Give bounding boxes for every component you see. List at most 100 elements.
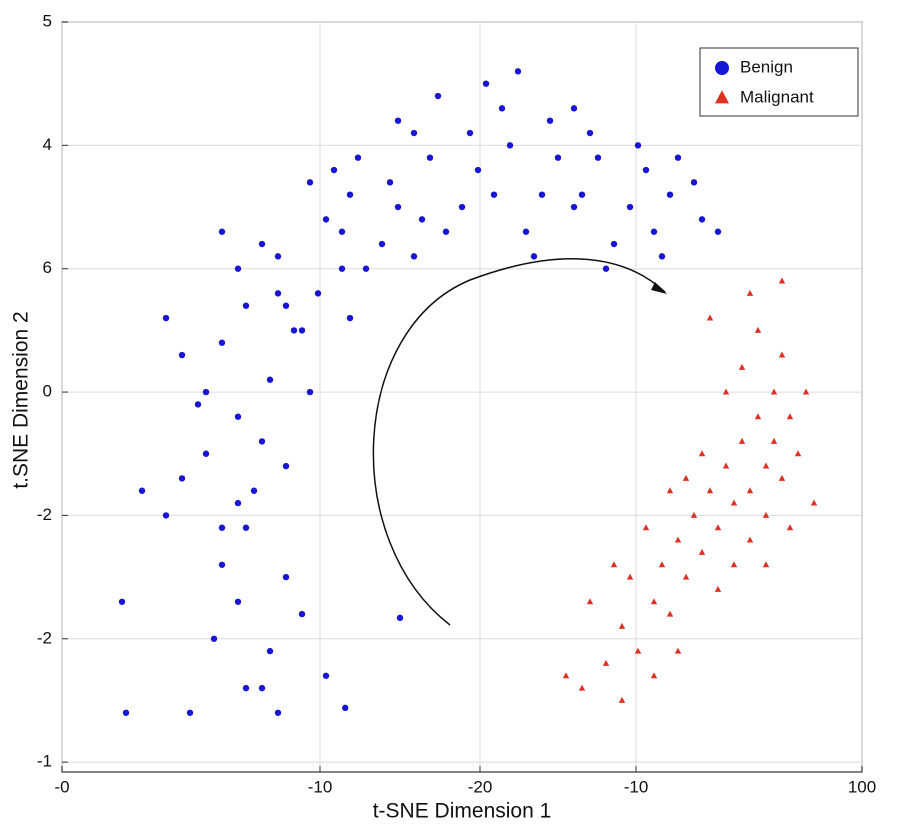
point [642, 166, 650, 174]
point [274, 709, 282, 716]
point [666, 610, 674, 617]
y-tick-label: -2 [37, 628, 52, 647]
point [722, 462, 730, 469]
point [658, 561, 666, 568]
point [162, 512, 170, 519]
point [322, 216, 330, 223]
point [346, 314, 354, 322]
point [642, 524, 650, 531]
point [306, 179, 314, 186]
point [706, 487, 714, 494]
point [274, 290, 282, 297]
point [538, 191, 546, 198]
point [570, 203, 578, 211]
point [514, 68, 522, 75]
point [754, 326, 762, 333]
legend-marker [715, 61, 729, 75]
x-tick-label: 100 [848, 777, 876, 796]
point [530, 253, 538, 260]
point [746, 536, 754, 543]
plot-area [61, 21, 863, 773]
point [706, 314, 714, 321]
point [674, 154, 682, 161]
point [396, 614, 404, 622]
point [578, 684, 586, 691]
point [218, 228, 226, 235]
point [714, 524, 722, 531]
point [802, 388, 810, 395]
point [602, 265, 610, 272]
point [218, 561, 226, 568]
point [378, 240, 386, 248]
point [722, 388, 730, 395]
y-tick-label: -1 [37, 752, 52, 771]
point [634, 647, 642, 654]
point [218, 339, 226, 346]
point [490, 191, 498, 198]
point [786, 524, 794, 531]
point [762, 462, 770, 469]
point [298, 610, 306, 618]
point [570, 105, 578, 112]
point [730, 561, 738, 568]
point [466, 129, 474, 137]
point [362, 265, 370, 272]
point [458, 203, 466, 211]
x-axis-label: t-SNE Dimension 1 [373, 800, 552, 823]
point [650, 598, 658, 605]
point [746, 289, 754, 296]
point [770, 388, 778, 395]
point [762, 511, 770, 518]
point [482, 80, 490, 87]
point [698, 548, 706, 555]
point [738, 363, 746, 370]
legend: Benign Malignant [699, 47, 859, 117]
point [602, 659, 610, 666]
point [426, 154, 434, 161]
point [202, 450, 210, 457]
point [250, 487, 258, 494]
point [282, 302, 290, 309]
point [386, 179, 394, 186]
point [186, 709, 194, 716]
y-tick-label: 5 [43, 11, 52, 30]
point [194, 401, 202, 408]
point [618, 696, 626, 703]
point [778, 474, 786, 481]
point [618, 622, 626, 629]
point [394, 117, 402, 124]
legend-box [699, 47, 859, 117]
point [650, 228, 658, 235]
point [554, 154, 562, 161]
point [522, 228, 530, 235]
point [506, 142, 514, 149]
point [410, 129, 418, 137]
point [162, 314, 170, 322]
point [778, 277, 786, 284]
point [282, 462, 290, 470]
point [738, 437, 746, 444]
point [674, 647, 682, 654]
point [434, 92, 442, 100]
x-tick-label: -0 [54, 777, 69, 796]
grid [61, 21, 863, 772]
point [138, 487, 146, 494]
point [610, 240, 618, 248]
point [234, 598, 242, 605]
point [266, 376, 274, 383]
point [338, 228, 346, 235]
legend-marker [715, 90, 729, 104]
y-tick-label: 0 [43, 382, 52, 401]
legend-label: Benign [740, 57, 793, 76]
point [626, 573, 634, 580]
point [674, 536, 682, 543]
arrow [372, 258, 666, 626]
point [410, 253, 418, 260]
point [342, 704, 349, 712]
point [118, 598, 126, 605]
point [666, 191, 674, 198]
x-tick-label: -20 [468, 777, 493, 796]
point [178, 475, 186, 482]
